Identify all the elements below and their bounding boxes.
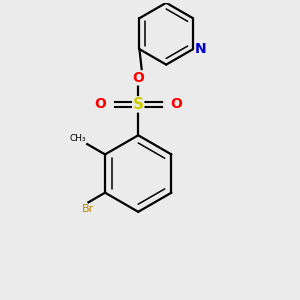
Text: O: O <box>132 71 144 85</box>
Text: CH₃: CH₃ <box>69 134 86 142</box>
Text: O: O <box>171 98 182 111</box>
Text: Br: Br <box>82 204 94 214</box>
Text: O: O <box>94 98 106 111</box>
Text: S: S <box>133 97 144 112</box>
Text: N: N <box>194 42 206 56</box>
